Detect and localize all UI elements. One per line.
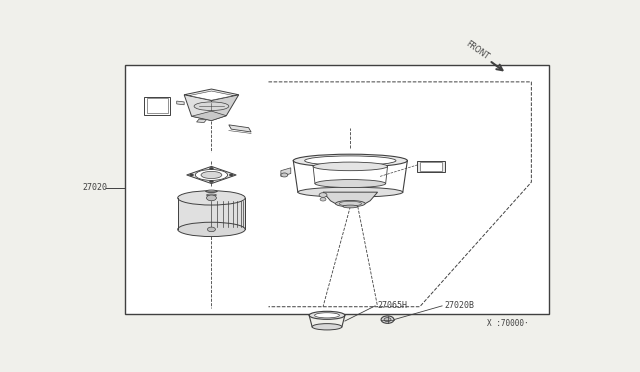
Ellipse shape [194,102,229,110]
Circle shape [320,198,326,201]
Circle shape [209,167,213,170]
Ellipse shape [201,171,222,179]
Polygon shape [281,168,291,176]
Ellipse shape [305,156,396,166]
Ellipse shape [178,222,245,237]
Ellipse shape [293,154,408,167]
Circle shape [207,195,216,201]
Polygon shape [196,119,207,122]
Polygon shape [184,89,239,100]
Polygon shape [177,101,184,105]
Text: 27020: 27020 [83,183,108,192]
Ellipse shape [313,162,388,171]
Polygon shape [211,95,239,121]
Bar [417,161,445,172]
Ellipse shape [178,191,245,205]
Bar [145,97,170,115]
Circle shape [209,180,213,183]
Polygon shape [323,192,378,203]
Circle shape [381,316,394,323]
Ellipse shape [315,313,339,318]
Text: X :70000·: X :70000· [486,320,529,328]
Ellipse shape [309,311,345,319]
Ellipse shape [343,205,358,208]
Polygon shape [229,125,251,132]
Text: 27065H: 27065H [378,301,408,310]
Ellipse shape [207,194,216,196]
Polygon shape [191,111,227,121]
Text: 27020B: 27020B [445,301,475,310]
Ellipse shape [195,170,228,180]
Polygon shape [189,91,234,100]
Polygon shape [184,95,211,121]
Circle shape [229,174,233,176]
Circle shape [189,174,193,176]
Circle shape [319,193,327,197]
Circle shape [207,227,216,232]
Ellipse shape [339,201,362,206]
Bar [178,198,245,230]
Ellipse shape [335,201,365,207]
Polygon shape [187,166,236,183]
Ellipse shape [315,180,386,187]
Text: FRONT: FRONT [465,39,491,62]
Bar [420,162,442,171]
Circle shape [281,173,288,177]
Ellipse shape [312,324,342,330]
Ellipse shape [206,190,217,193]
Bar [125,65,548,314]
Bar [147,99,168,113]
Circle shape [384,318,391,322]
Ellipse shape [298,187,403,197]
